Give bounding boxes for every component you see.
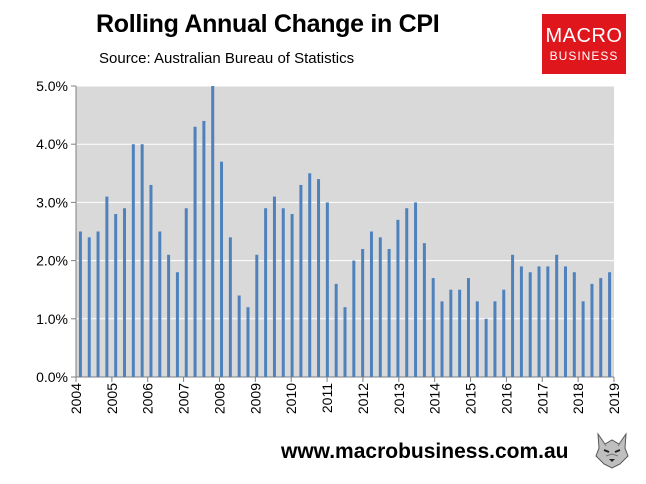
bar xyxy=(369,231,373,377)
bar xyxy=(405,208,409,377)
bar xyxy=(202,120,206,378)
bar xyxy=(149,184,153,377)
bar xyxy=(281,208,285,377)
bar xyxy=(140,144,144,377)
y-tick-label: 0.0% xyxy=(36,369,68,385)
x-tick-label: 2015 xyxy=(463,383,479,414)
bar xyxy=(167,254,171,377)
y-tick-label: 5.0% xyxy=(36,78,68,94)
bar xyxy=(537,266,541,377)
bar xyxy=(449,289,453,377)
x-tick-label: 2014 xyxy=(427,383,443,414)
bar xyxy=(572,272,576,377)
bar xyxy=(519,266,523,377)
x-tick-label: 2006 xyxy=(140,383,156,414)
x-tick-label: 2011 xyxy=(319,383,335,413)
bar xyxy=(422,243,426,377)
x-tick-label: 2012 xyxy=(355,383,371,414)
bar xyxy=(466,278,470,377)
bar xyxy=(458,289,462,377)
bar xyxy=(475,301,479,377)
bar xyxy=(228,237,232,377)
bar xyxy=(237,295,241,377)
bar xyxy=(378,237,382,377)
bar xyxy=(414,202,418,377)
bar xyxy=(105,196,109,377)
bar xyxy=(387,248,391,377)
bar xyxy=(308,173,312,377)
bar xyxy=(211,86,215,377)
x-tick-label: 2017 xyxy=(534,383,550,414)
bar xyxy=(220,161,224,377)
bar xyxy=(546,266,550,377)
x-tick-label: 2005 xyxy=(104,383,120,414)
bar xyxy=(511,254,515,377)
bar xyxy=(317,179,321,377)
bar xyxy=(158,231,162,377)
chart-subtitle: Source: Australian Bureau of Statistics xyxy=(99,50,355,67)
bar xyxy=(502,289,506,377)
bar xyxy=(599,278,603,377)
chart-title: Rolling Annual Change in CPI xyxy=(96,10,440,38)
y-tick-label: 2.0% xyxy=(36,253,68,269)
wolf-icon xyxy=(592,430,632,470)
x-tick-label: 2013 xyxy=(391,383,407,414)
bar xyxy=(290,214,294,377)
bar xyxy=(264,208,268,377)
y-tick-label: 3.0% xyxy=(36,194,68,210)
x-tick-label: 2010 xyxy=(283,383,299,414)
x-tick-label: 2009 xyxy=(247,383,263,414)
bar xyxy=(184,208,188,377)
bar xyxy=(272,196,276,377)
logo-line2: BUSINESS xyxy=(549,49,619,63)
bar xyxy=(352,260,356,377)
bar xyxy=(343,307,347,377)
bar xyxy=(493,301,497,377)
bar xyxy=(361,248,365,377)
y-tick-label: 1.0% xyxy=(36,311,68,327)
bar xyxy=(96,231,100,377)
bar xyxy=(555,254,559,377)
x-tick-label: 2007 xyxy=(176,383,192,414)
x-tick-label: 2016 xyxy=(498,383,514,414)
y-tick-label: 4.0% xyxy=(36,136,68,152)
bar xyxy=(590,283,594,377)
bar xyxy=(255,254,259,377)
bar xyxy=(299,184,303,377)
x-tick-label: 2008 xyxy=(211,383,227,414)
bar xyxy=(440,301,444,377)
macrobusiness-logo: MACRO BUSINESS xyxy=(542,14,626,74)
bar xyxy=(193,126,197,378)
x-tick-label: 2019 xyxy=(606,383,622,414)
bar xyxy=(87,237,91,377)
bar xyxy=(114,214,118,377)
bar xyxy=(131,144,135,377)
bar xyxy=(78,231,82,377)
website-url: www.macrobusiness.com.au xyxy=(281,440,569,463)
bar xyxy=(175,272,179,377)
bar xyxy=(608,272,612,377)
bar xyxy=(528,272,532,377)
bar xyxy=(581,301,585,377)
bar xyxy=(484,318,488,377)
bar xyxy=(431,278,435,377)
x-tick-label: 2004 xyxy=(68,383,84,414)
bar xyxy=(246,307,250,377)
x-tick-label: 2018 xyxy=(570,383,586,414)
bar xyxy=(334,283,338,377)
bar xyxy=(325,202,329,377)
bar xyxy=(123,208,127,377)
bar xyxy=(563,266,567,377)
logo-line1: MACRO xyxy=(545,25,623,47)
bar xyxy=(396,219,400,377)
